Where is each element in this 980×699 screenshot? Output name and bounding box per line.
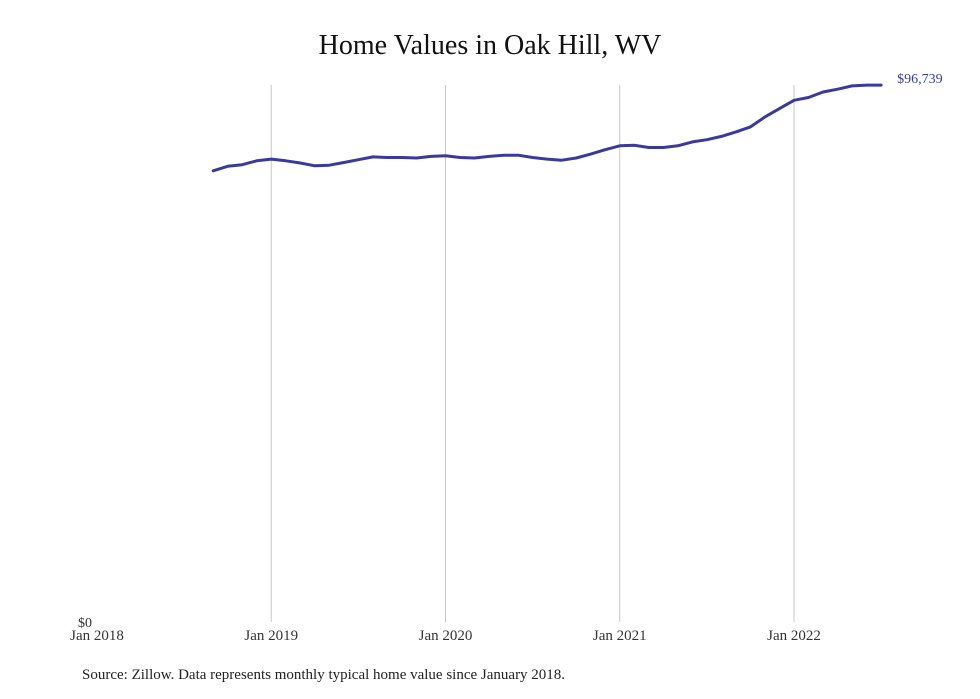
data-labels: $96,739 <box>897 72 943 87</box>
x-tick-label: Jan 2021 <box>593 628 647 644</box>
x-tick-label: Jan 2022 <box>767 628 821 644</box>
series-layer <box>211 83 883 173</box>
y-axis-ticks: $0 <box>78 616 92 631</box>
end-value-label: $96,739 <box>897 72 943 87</box>
x-tick-label: Jan 2020 <box>419 628 473 644</box>
gridlines <box>270 85 795 622</box>
chart-title: Home Values in Oak Hill, WV <box>318 30 662 61</box>
source-note: Source: Zillow. Data represents monthly … <box>82 667 566 683</box>
series-line <box>211 83 883 173</box>
x-tick-label: Jan 2019 <box>244 628 298 644</box>
x-axis-ticks: Jan 2018 Jan 2019 Jan 2020 Jan 2021 Jan 2022 <box>70 628 821 644</box>
x-tick-label: Jan 2018 <box>70 628 124 644</box>
y-tick-label: $0 <box>78 616 92 631</box>
